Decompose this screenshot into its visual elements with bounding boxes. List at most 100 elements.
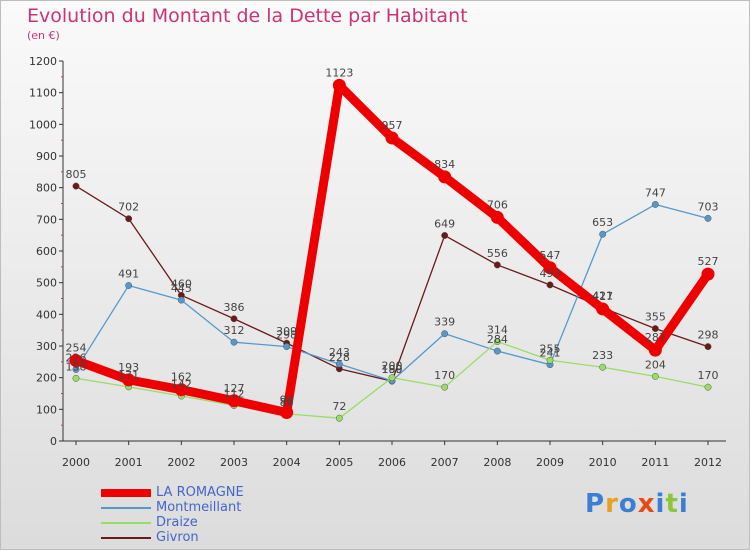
data-point-draize [388, 374, 396, 382]
y-tick-label: 1100 [29, 87, 57, 100]
x-tick-label: 2009 [536, 456, 564, 469]
data-label-montmeillant: 445 [171, 282, 192, 295]
data-point-draize [599, 363, 607, 371]
logo-letter: o [618, 489, 638, 519]
data-label-montmeillant: 241 [540, 347, 561, 360]
data-label-montmeillant: 190 [382, 363, 403, 376]
data-label-la-romagne: 957 [382, 119, 403, 132]
data-label-draize: 255 [540, 342, 561, 355]
x-tick-label: 2002 [167, 456, 195, 469]
x-tick-label: 2003 [220, 456, 248, 469]
data-point-la-romagne [438, 170, 452, 184]
x-tick-label: 2008 [483, 456, 511, 469]
data-label-draize: 204 [645, 358, 666, 371]
logo-letter: x [637, 489, 656, 519]
proxiti-logo: Proxiti [585, 489, 689, 519]
data-point-la-romagne [332, 78, 346, 92]
data-point-montmeillant [441, 330, 449, 338]
series-layer [69, 78, 715, 422]
data-label-montmeillant: 747 [645, 186, 666, 199]
data-point-la-romagne [385, 131, 399, 145]
data-label-givron: 649 [434, 217, 455, 230]
data-point-givron [704, 343, 712, 351]
data-label-montmeillant: 298 [276, 329, 297, 342]
data-point-montmeillant [493, 347, 501, 355]
data-point-givron [72, 182, 80, 190]
data-label-la-romagne: 254 [66, 342, 87, 355]
legend-swatch [101, 507, 151, 509]
data-label-givron: 298 [698, 329, 719, 342]
data-point-montmeillant [335, 360, 343, 368]
data-point-la-romagne [122, 373, 136, 387]
data-label-draize: 142 [171, 378, 192, 391]
data-label-givron: 702 [118, 201, 139, 214]
x-tick-label: 2001 [115, 456, 143, 469]
data-label-la-romagne: 90 [280, 394, 294, 407]
data-point-montmeillant [177, 296, 185, 304]
data-label-montmeillant: 653 [592, 216, 613, 229]
x-tick-label: 2005 [325, 456, 353, 469]
data-label-montmeillant: 491 [118, 268, 139, 281]
legend-item-la-romagne: LA ROMAGNE [101, 485, 361, 500]
data-label-montmeillant: 226 [66, 351, 87, 364]
y-tick-label: 300 [36, 340, 57, 353]
legend-item-montmeillant: Montmeillant [101, 500, 361, 515]
data-label-givron: 386 [224, 301, 245, 314]
logo-letter: t [665, 489, 679, 519]
data-label-draize: 72 [332, 400, 346, 413]
y-tick-label: 1000 [29, 118, 57, 131]
chart-title: Evolution du Montant de la Dette par Hab… [27, 5, 468, 27]
data-label-draize: 200 [382, 360, 403, 373]
data-label-givron: 228 [329, 351, 350, 364]
data-point-la-romagne [227, 394, 241, 408]
data-label-la-romagne: 706 [487, 198, 508, 211]
y-tick-label: 700 [36, 213, 57, 226]
data-point-la-romagne [174, 383, 188, 397]
data-point-montmeillant [230, 338, 238, 346]
data-point-givron [125, 215, 133, 223]
data-label-draize: 86 [280, 396, 294, 409]
data-label-givron: 309 [276, 325, 297, 338]
x-tick-label: 2010 [589, 456, 617, 469]
data-label-montmeillant: 243 [329, 346, 350, 359]
y-tick-label: 600 [36, 245, 57, 258]
logo-letter: i [655, 489, 666, 519]
data-label-la-romagne: 127 [224, 382, 245, 395]
data-point-draize [72, 374, 80, 382]
y-tick-label: 200 [36, 372, 57, 385]
y-tick-label: 0 [50, 435, 57, 448]
legend-label: Givron [156, 530, 199, 545]
data-point-givron [546, 281, 554, 289]
data-point-montmeillant [651, 201, 659, 208]
y-tick-label: 1200 [29, 55, 57, 68]
data-point-la-romagne [543, 261, 557, 275]
legend-item-draize: Draize [101, 515, 361, 530]
data-labels-layer: 805 702 460 386 309 228 189 649 556 493 421 355 298 2… [66, 66, 719, 413]
data-point-la-romagne [596, 302, 610, 316]
legend-item-givron: Givron [101, 530, 361, 545]
data-label-montmeillant: 312 [224, 324, 245, 337]
data-label-la-romagne: 287 [645, 331, 666, 344]
data-label-draize: 198 [66, 360, 87, 373]
axes: 0 100 200 300 400 500 600 700 800 900 1000 1100 1200… [29, 55, 726, 469]
data-point-la-romagne [701, 267, 715, 281]
data-point-draize [651, 372, 659, 380]
legend-label: Montmeillant [156, 500, 242, 515]
legend-label: LA ROMAGNE [156, 485, 244, 500]
data-point-montmeillant [704, 214, 712, 222]
legend-swatch [101, 522, 151, 524]
data-point-givron [441, 232, 449, 239]
x-tick-label: 2000 [62, 456, 90, 469]
y-tick-label: 500 [36, 277, 57, 290]
x-tick-label: 2011 [641, 456, 669, 469]
data-label-la-romagne: 193 [118, 361, 139, 374]
data-label-montmeillant: 339 [434, 316, 455, 329]
data-label-montmeillant: 284 [487, 333, 508, 346]
data-label-givron: 556 [487, 247, 508, 260]
logo-letter: i [678, 489, 689, 519]
data-label-givron: 493 [540, 267, 561, 280]
legend-label: Draize [156, 515, 198, 530]
data-label-la-romagne: 162 [171, 371, 192, 384]
legend-swatch [101, 537, 151, 539]
